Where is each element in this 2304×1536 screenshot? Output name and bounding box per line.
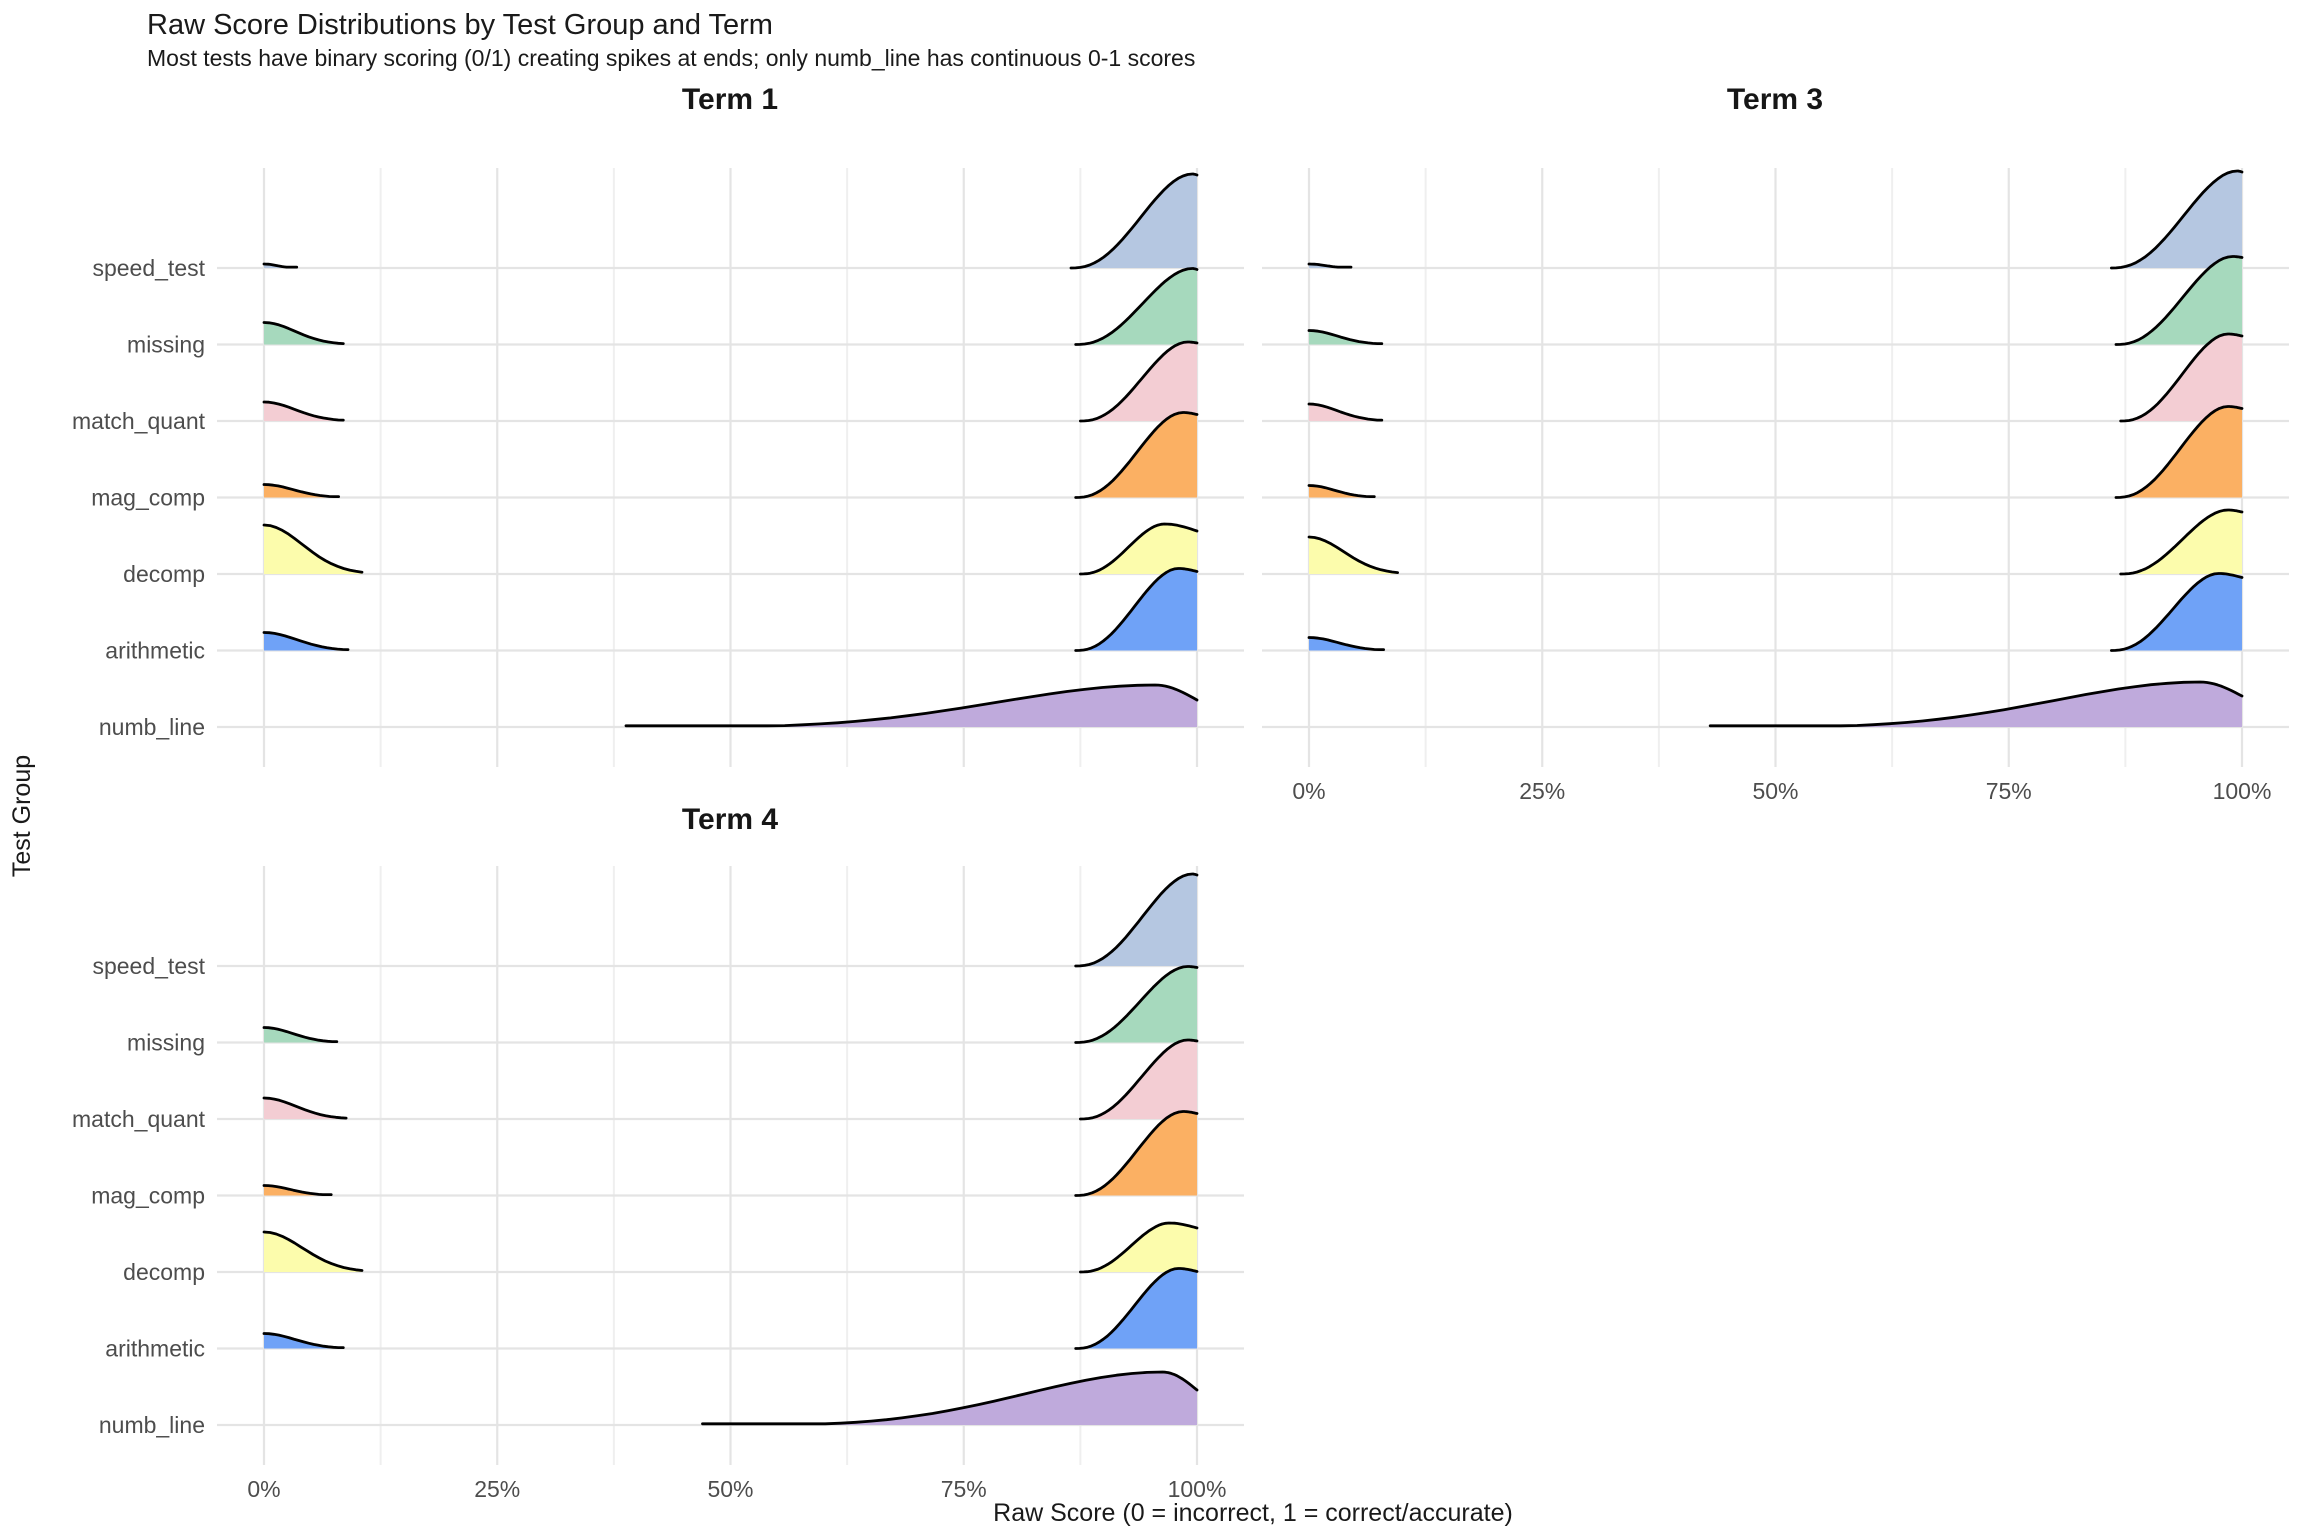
- ridge-fill-speed_test: [1075, 874, 1197, 966]
- ridge-outline-decomp: [2119, 508, 2244, 576]
- x-tick-label: 50%: [707, 1476, 753, 1502]
- ridge-outline-mag_comp: [262, 1184, 333, 1196]
- ridge-fill-decomp: [1080, 524, 1197, 574]
- ridge-fill-numb_line: [626, 685, 1197, 727]
- y-tick-label-match_quant: match_quant: [72, 1106, 206, 1132]
- ridge-outline-arithmetic: [262, 631, 350, 651]
- ridge-outline-arithmetic: [2110, 572, 2244, 652]
- ridge-outline-missing: [2114, 255, 2244, 346]
- y-tick-label-decomp: decomp: [123, 1259, 205, 1285]
- x-tick-label: 0%: [247, 1476, 280, 1502]
- chart-title: Raw Score Distributions by Test Group an…: [147, 9, 773, 41]
- x-tick-label: 25%: [1519, 778, 1565, 804]
- ridge-outline-speed_test: [1069, 172, 1199, 270]
- y-tick-label-speed_test: speed_test: [92, 255, 205, 281]
- y-tick-label-missing: missing: [127, 1030, 205, 1056]
- ridge-outline-speed_test: [1307, 262, 1353, 269]
- ridge-fill-missing: [1075, 268, 1197, 345]
- ridge-fill-numb_line: [1710, 682, 2242, 727]
- ridge-outline-missing: [262, 1026, 339, 1043]
- y-tick-label-mag_comp: mag_comp: [91, 1183, 205, 1209]
- x-tick-label: 25%: [474, 1476, 520, 1502]
- ridge-outline-mag_comp: [262, 483, 340, 498]
- x-tick-label: 100%: [2213, 778, 2272, 804]
- ridge-outline-numb_line: [701, 1370, 1199, 1426]
- ridge-fill-match_quant: [1080, 342, 1197, 421]
- y-tick-label-arithmetic: arithmetic: [105, 638, 205, 664]
- facet-title: Term 1: [682, 83, 778, 116]
- facet-term-3: Term 3 0% 25% 50% 75% 100%: [1262, 83, 2289, 804]
- ridge-outline-match_quant: [2119, 332, 2244, 423]
- x-axis-title: Raw Score (0 = incorrect, 1 = correct/ac…: [993, 1499, 1513, 1527]
- ridge-outline-speed_test: [1074, 872, 1199, 968]
- y-tick-label-match_quant: match_quant: [72, 408, 206, 434]
- ridge-fill-speed_test: [2111, 171, 2242, 268]
- ridge-outline-decomp: [262, 523, 364, 574]
- ridge-outline-mag_comp: [1074, 411, 1199, 499]
- ridge-outline-match_quant: [1079, 1038, 1199, 1121]
- ridge-outline-missing: [1307, 329, 1384, 345]
- ridge-fill-decomp: [264, 1232, 362, 1272]
- ridge-outline-speed_test: [2110, 169, 2244, 270]
- facet-panels: Term 1speed_testmissingmatch_quantmag_co…: [72, 83, 2289, 1502]
- y-axis-title: Test Group: [8, 755, 36, 877]
- ridge-outline-mag_comp: [2114, 405, 2244, 499]
- ridge-outline-decomp: [1079, 522, 1199, 576]
- chart-subtitle: Most tests have binary scoring (0/1) cre…: [147, 45, 1195, 71]
- ridge-fill-decomp: [1080, 1223, 1197, 1272]
- ridge-outline-match_quant: [1307, 402, 1384, 422]
- y-tick-label-numb_line: numb_line: [99, 714, 205, 740]
- ridge-outline-missing: [262, 321, 345, 345]
- x-tick-label: 75%: [941, 1476, 987, 1502]
- ridge-outline-decomp: [1079, 1221, 1199, 1274]
- ridge-fill-arithmetic: [1075, 568, 1197, 651]
- ridge-fill-missing: [1075, 966, 1197, 1043]
- ridge-fill-decomp: [1309, 537, 1398, 574]
- ridge-outline-arithmetic: [262, 1332, 345, 1349]
- ridge-outline-decomp: [262, 1230, 364, 1272]
- y-tick-label-arithmetic: arithmetic: [105, 1336, 205, 1362]
- ridge-fill-missing: [2116, 256, 2242, 345]
- ridge-fill-arithmetic: [1075, 1268, 1197, 1349]
- ridge-outline-match_quant: [262, 1096, 348, 1120]
- x-tick-label: 50%: [1752, 778, 1798, 804]
- x-tick-label: 0%: [1292, 778, 1325, 804]
- x-tick-label: 100%: [1168, 1476, 1227, 1502]
- ridge-outline-decomp: [1307, 535, 1399, 574]
- ridge-outline-match_quant: [1079, 340, 1199, 423]
- ridge-outline-mag_comp: [1074, 1110, 1199, 1197]
- x-tick-label: 75%: [1986, 778, 2032, 804]
- ridge-outline-numb_line: [1708, 680, 2244, 728]
- ridge-outline-missing: [1074, 267, 1199, 346]
- ridge-outline-speed_test: [262, 262, 299, 269]
- y-tick-label-missing: missing: [127, 332, 205, 358]
- y-tick-label-decomp: decomp: [123, 561, 205, 587]
- y-tick-label-speed_test: speed_test: [92, 953, 205, 979]
- facet-title: Term 4: [682, 803, 778, 836]
- ridge-outline-missing: [1074, 965, 1199, 1044]
- ridge-outline-arithmetic: [1307, 636, 1385, 651]
- facet-title: Term 3: [1727, 83, 1823, 116]
- ridge-outline-match_quant: [262, 400, 345, 422]
- ridge-fill-speed_test: [1071, 174, 1197, 268]
- ridge-fill-numb_line: [702, 1372, 1197, 1425]
- ridge-outline-numb_line: [624, 683, 1199, 728]
- ridge-fill-match_quant: [1080, 1040, 1197, 1119]
- y-tick-label-numb_line: numb_line: [99, 1412, 205, 1438]
- ridge-outline-arithmetic: [1074, 1267, 1199, 1350]
- ridge-outline-arithmetic: [1074, 567, 1199, 652]
- ridge-fill-decomp: [264, 525, 362, 574]
- y-tick-label-mag_comp: mag_comp: [91, 485, 205, 511]
- ridge-fill-arithmetic: [2111, 573, 2242, 651]
- ridge-outline-mag_comp: [1307, 484, 1376, 498]
